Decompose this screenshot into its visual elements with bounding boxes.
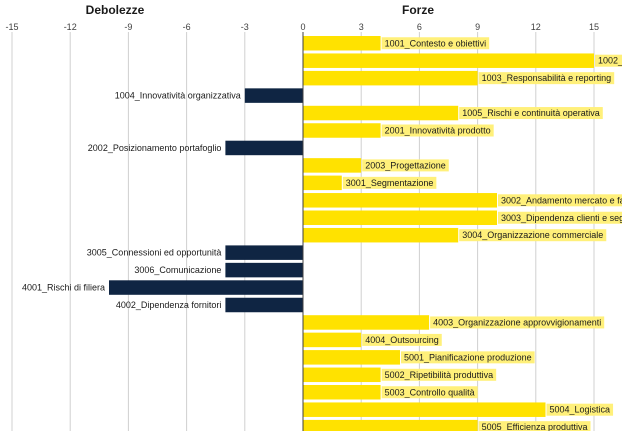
bar-label: 2002_Posizionamento portafoglio bbox=[88, 143, 222, 153]
bar-label-box bbox=[430, 316, 605, 329]
bar-label-box bbox=[478, 72, 615, 85]
x-tick-label: 0 bbox=[300, 22, 305, 32]
x-tick-label: -3 bbox=[241, 22, 249, 32]
bar-label-box bbox=[381, 37, 490, 50]
bar-label: 1004_Innovatività organizzativa bbox=[115, 91, 241, 101]
bar-label: 4001_Rischi di filiera bbox=[22, 283, 105, 293]
bar-label-box bbox=[362, 159, 449, 172]
bar-strength bbox=[303, 315, 430, 330]
bar-strength bbox=[303, 227, 459, 243]
bar-label: 5005_Efficienza produttiva bbox=[482, 422, 588, 431]
bar-label-box bbox=[498, 211, 622, 224]
x-axis-ticks: -15 -12 -9 -6 -3 0 3 6 9 12 15 bbox=[5, 22, 599, 431]
bar-label-box bbox=[459, 229, 607, 242]
bar-weakness bbox=[244, 88, 303, 103]
bar-label: 3003_Dipendenza clienti e segmenti bbox=[501, 213, 622, 223]
bar-strength bbox=[303, 332, 362, 348]
x-tick-label: -15 bbox=[5, 22, 18, 32]
bar-label: 4002_Dipendenza fornitori bbox=[116, 300, 222, 310]
bar-label: 3001_Segmentazione bbox=[346, 178, 434, 188]
bar-strength bbox=[303, 350, 400, 365]
bar-label: 3004_Organizzazione commerciale bbox=[462, 230, 603, 240]
bar-label-box bbox=[478, 421, 591, 431]
bar-strength bbox=[303, 36, 381, 51]
bar-strength bbox=[303, 158, 362, 173]
x-tick-label: 15 bbox=[589, 22, 599, 32]
bar-weakness bbox=[109, 280, 303, 295]
bar-label: 3002_Andamento mercato e fatturato bbox=[501, 195, 622, 205]
bar-label: 3006_Comunicazione bbox=[134, 265, 221, 275]
bar-strength bbox=[303, 367, 381, 383]
bar-weakness bbox=[225, 140, 303, 156]
bar-label-box bbox=[595, 54, 622, 67]
bar-weakness bbox=[225, 297, 303, 313]
bar-label-box bbox=[401, 351, 535, 364]
bar-label-box bbox=[546, 403, 614, 416]
bar-label: 5002_Ripetibilità produttiva bbox=[385, 370, 494, 380]
x-tick-label: -12 bbox=[64, 22, 77, 32]
bar-weakness bbox=[225, 245, 303, 260]
bar-strength bbox=[303, 210, 497, 225]
bar-labels: 1001_Contesto e obiettivi 1002_Continuità… bbox=[22, 37, 622, 431]
bar-label: 2001_Innovatività prodotto bbox=[385, 126, 491, 136]
bar-label: 1001_Contesto e obiettivi bbox=[385, 38, 487, 48]
x-tick-label: -9 bbox=[124, 22, 132, 32]
bar-label: 5004_Logistica bbox=[550, 405, 611, 415]
bar-strength bbox=[303, 70, 478, 86]
bar-label: 5003_Controllo qualità bbox=[385, 387, 475, 397]
bar-strength bbox=[303, 123, 381, 138]
x-tick-label: 6 bbox=[417, 22, 422, 32]
x-tick-label: 3 bbox=[359, 22, 364, 32]
bar-label: 1005_Rischi e continuità operativa bbox=[462, 108, 600, 118]
bar-label-box bbox=[459, 107, 603, 120]
bar-label: 1002_Continuità manageriale bbox=[598, 56, 622, 66]
bar-strength bbox=[303, 402, 546, 417]
bar-label-box bbox=[498, 194, 622, 207]
bar-strength bbox=[303, 193, 497, 208]
bar-strength bbox=[303, 385, 381, 400]
bar-label: 4004_Outsourcing bbox=[365, 335, 439, 345]
bar-strength bbox=[303, 175, 342, 191]
x-tick-label: 9 bbox=[475, 22, 480, 32]
bar-label-box bbox=[381, 368, 497, 381]
bar-label-box bbox=[381, 124, 494, 137]
bar-label-box bbox=[381, 386, 478, 399]
x-tick-label: 12 bbox=[531, 22, 541, 32]
x-tick-label: -6 bbox=[183, 22, 191, 32]
bar-label-box bbox=[342, 176, 437, 189]
weaknesses-header: Debolezze bbox=[86, 3, 145, 17]
bar-label: 2003_Progettazione bbox=[365, 160, 446, 170]
bar-weakness bbox=[225, 262, 303, 278]
bar-label-box bbox=[362, 333, 442, 346]
strengths-header: Forze bbox=[402, 3, 434, 17]
bar-strength bbox=[303, 105, 459, 121]
bar-label: 5001_Pianificazione produzione bbox=[404, 352, 532, 362]
bar-strength bbox=[303, 419, 478, 431]
bars bbox=[109, 36, 594, 431]
bar-label: 3005_Connessioni ed opportunità bbox=[87, 248, 222, 258]
bar-strength bbox=[303, 53, 594, 68]
bar-label: 1003_Responsabilità e reporting bbox=[482, 73, 612, 83]
bar-label: 4003_Organizzazione approvvigionamenti bbox=[433, 317, 601, 327]
